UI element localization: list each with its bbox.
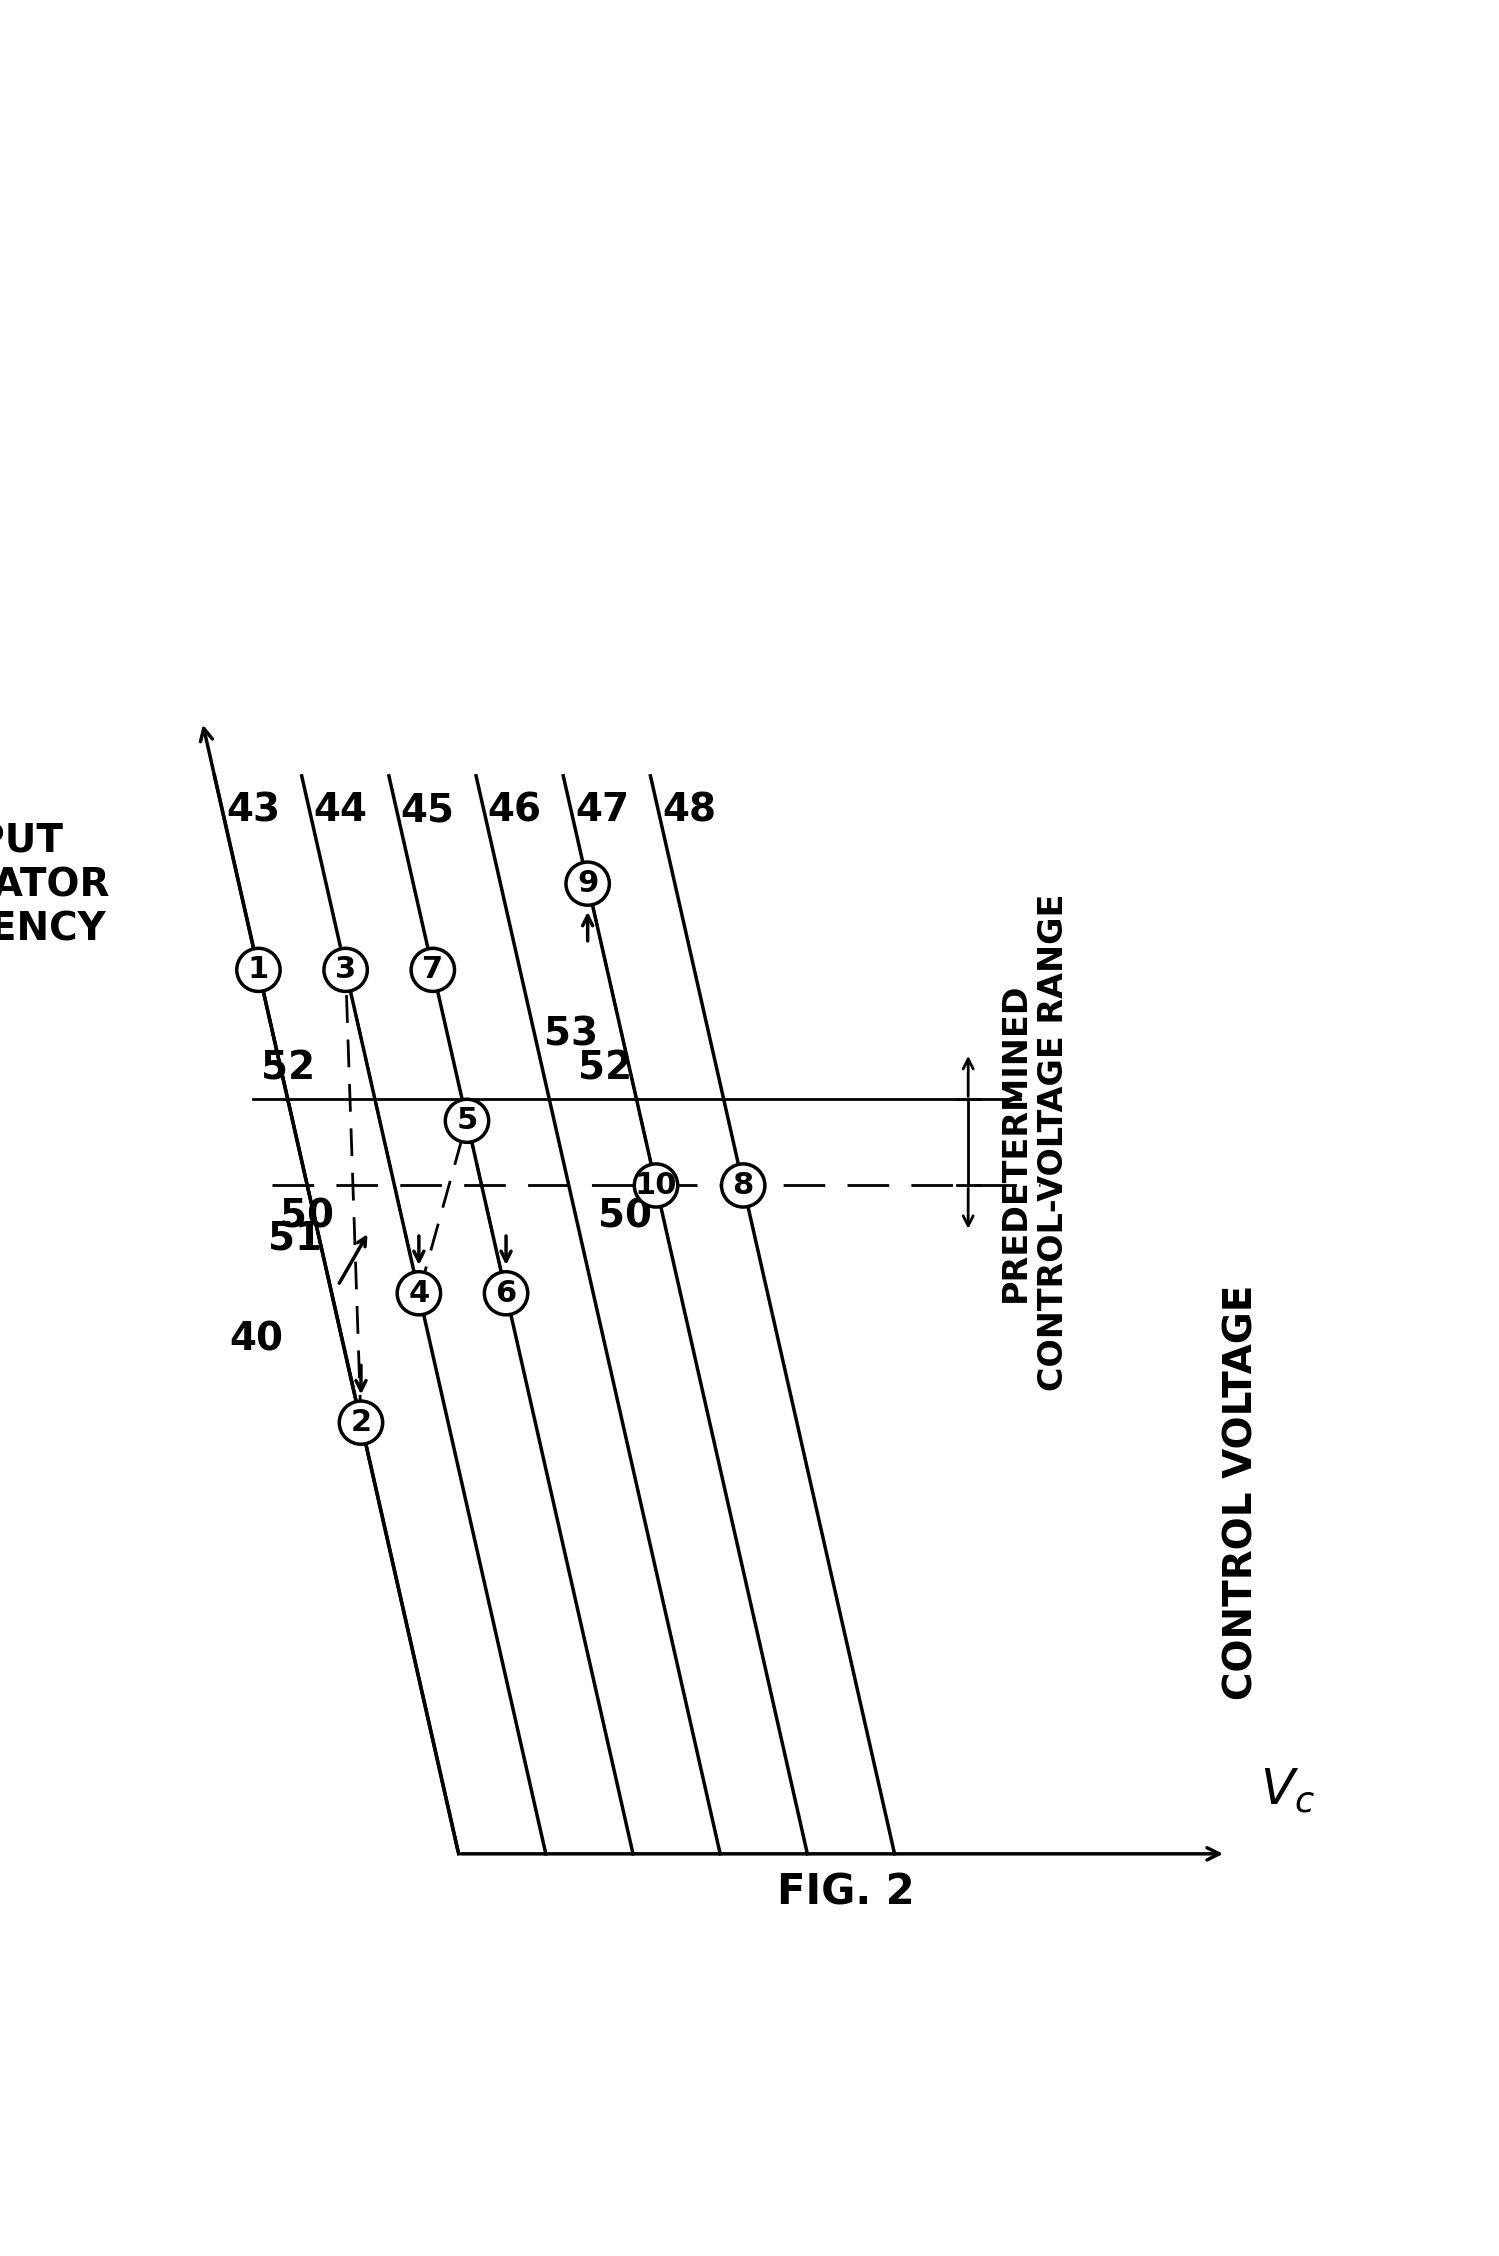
Text: 40: 40 — [229, 1320, 283, 1358]
Text: 47: 47 — [576, 792, 630, 830]
Circle shape — [339, 1401, 382, 1444]
Text: 46: 46 — [487, 792, 541, 830]
Text: $V_c$: $V_c$ — [1261, 1766, 1315, 1816]
Text: 6: 6 — [496, 1279, 517, 1308]
Text: 53: 53 — [544, 1015, 598, 1054]
Text: 48: 48 — [663, 792, 717, 830]
Circle shape — [567, 862, 610, 905]
Text: 2: 2 — [351, 1408, 372, 1437]
Text: 43: 43 — [226, 792, 280, 830]
Text: 1: 1 — [247, 954, 268, 984]
Circle shape — [237, 948, 280, 990]
Text: PREDETERMINED
CONTROL-VOLTAGE RANGE: PREDETERMINED CONTROL-VOLTAGE RANGE — [1000, 893, 1070, 1392]
Text: 8: 8 — [733, 1171, 754, 1200]
Text: 50: 50 — [280, 1198, 334, 1234]
Circle shape — [634, 1164, 678, 1207]
Text: CONTROL VOLTAGE: CONTROL VOLTAGE — [1222, 1284, 1261, 1699]
Circle shape — [411, 948, 454, 990]
Text: FIG. 2: FIG. 2 — [778, 1870, 914, 1913]
Text: 9: 9 — [577, 869, 598, 898]
Text: 52: 52 — [579, 1049, 633, 1087]
Text: 51: 51 — [268, 1218, 322, 1257]
Text: 44: 44 — [313, 792, 367, 830]
Text: 50: 50 — [598, 1198, 652, 1234]
Circle shape — [445, 1099, 489, 1142]
Text: 3: 3 — [336, 954, 357, 984]
Text: OUTPUT
OSCILLATOR
FREQUENCY: OUTPUT OSCILLATOR FREQUENCY — [0, 821, 109, 948]
Circle shape — [324, 948, 367, 990]
Text: 5: 5 — [456, 1105, 478, 1135]
Text: 52: 52 — [261, 1049, 315, 1087]
Circle shape — [484, 1272, 528, 1315]
Text: 10: 10 — [634, 1171, 678, 1200]
Text: 7: 7 — [423, 954, 444, 984]
Text: 45: 45 — [400, 792, 454, 830]
Circle shape — [397, 1272, 441, 1315]
Text: 4: 4 — [408, 1279, 430, 1308]
Circle shape — [721, 1164, 764, 1207]
